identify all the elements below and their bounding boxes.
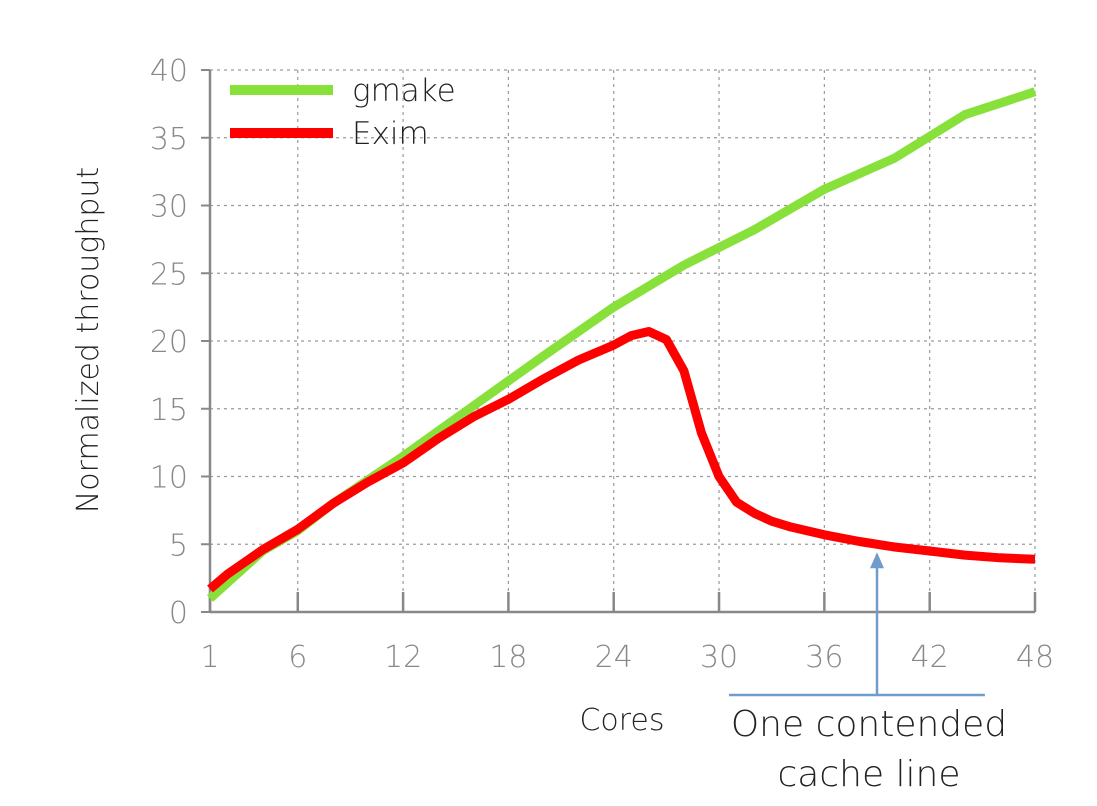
annotation-line-1: One contended [731,704,1007,745]
annotation-arrow-head [870,552,885,569]
y-tick-label: 25 [150,257,188,292]
y-tick-label: 0 [169,596,188,631]
annotation-line-2: cache line [777,754,960,795]
legend-label-gmake: gmake [352,73,456,109]
legend: gmake Exim [230,73,456,152]
y-tick-label: 10 [150,461,188,496]
legend-label-exim: Exim [352,116,429,152]
x-tick-label: 42 [911,640,949,675]
axes [201,69,1037,614]
x-tick-label: 1 [200,640,219,675]
annotation: One contended cache line [729,552,1007,795]
y-tick-label: 30 [150,190,188,225]
series-line-exim [207,327,1036,593]
x-axis-label: Cores [579,703,664,738]
y-tick-label: 35 [150,122,188,157]
y-tick-label: 20 [150,325,188,360]
x-tick-label: 24 [595,640,633,675]
series-lines [206,87,1037,602]
x-tick-label: 36 [805,640,843,675]
x-tick-label: 30 [700,640,738,675]
x-tick-label: 48 [1016,640,1054,675]
x-tick-label: 12 [384,640,422,675]
y-tick-label: 5 [169,528,188,563]
y-tick-labels: 0 5 10 15 20 25 30 35 40 [150,54,188,631]
y-tick-label: 40 [150,54,188,89]
y-tick-label: 15 [150,393,188,428]
x-tick-label: 6 [288,640,307,675]
x-tick-labels: 1 6 12 18 24 30 36 42 48 [200,640,1054,675]
y-axis-label: Normalized throughput [71,167,106,513]
x-tick-label: 18 [489,640,527,675]
